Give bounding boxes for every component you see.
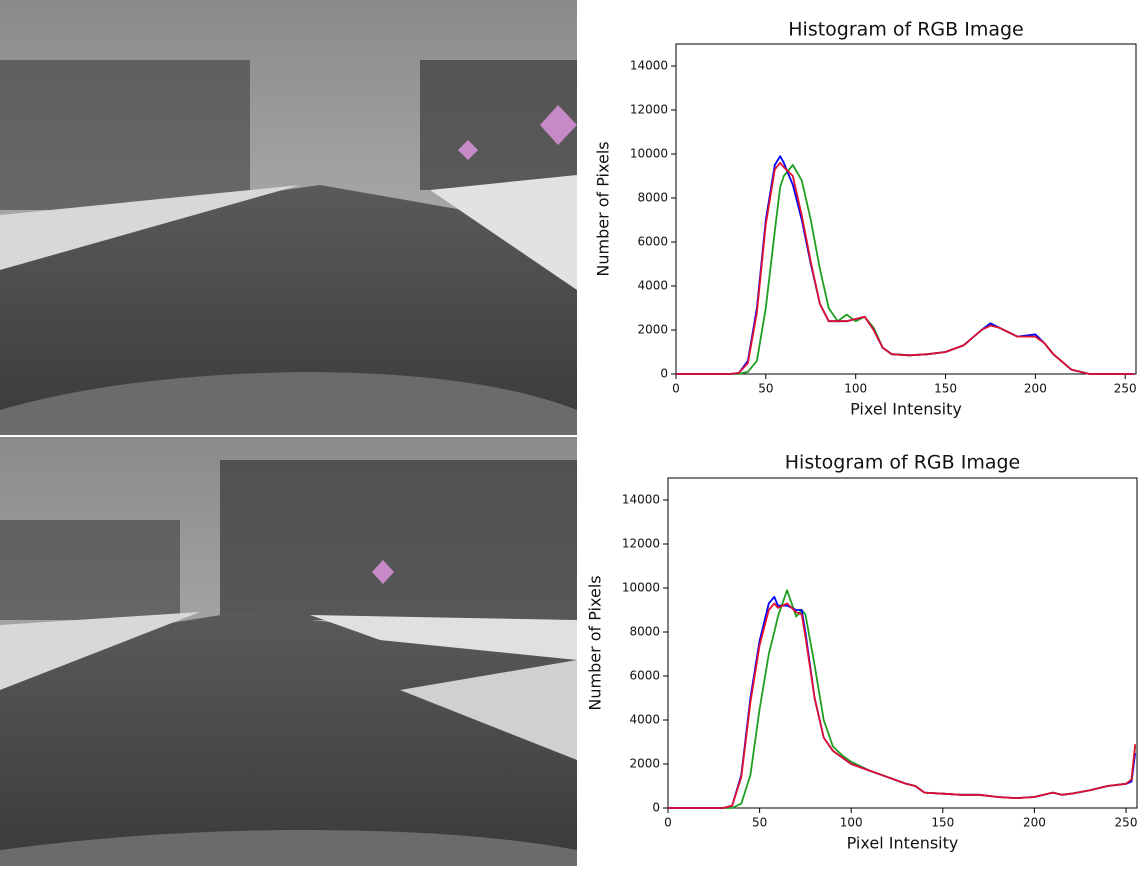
- x-axis-label: Pixel Intensity: [850, 400, 962, 419]
- y-tick-label: 14000: [622, 493, 660, 507]
- x-tick-label: 250: [1114, 382, 1137, 396]
- y-tick-label: 6000: [629, 669, 660, 683]
- y-tick-label: 14000: [630, 59, 668, 73]
- y-tick-label: 10000: [622, 581, 660, 595]
- x-tick-label: 0: [672, 382, 680, 396]
- photo-top: [0, 0, 577, 435]
- y-axis-label: Number of Pixels: [586, 575, 605, 710]
- histogram-line: [668, 602, 1137, 809]
- y-tick-label: 6000: [637, 235, 668, 249]
- x-tick-label: 100: [840, 816, 863, 830]
- y-tick-label: 2000: [629, 757, 660, 771]
- y-tick-label: 12000: [630, 103, 668, 117]
- x-tick-label: 250: [1115, 816, 1138, 830]
- y-tick-label: 10000: [630, 147, 668, 161]
- y-tick-label: 0: [660, 367, 668, 381]
- y-tick-label: 8000: [637, 191, 668, 205]
- x-tick-label: 150: [931, 816, 954, 830]
- plot-frame: [667, 477, 1138, 809]
- photo-bottom: [0, 437, 577, 866]
- x-tick-label: 50: [752, 816, 767, 830]
- x-tick-label: 150: [934, 382, 957, 396]
- x-axis-label: Pixel Intensity: [847, 834, 959, 853]
- x-tick-label: 200: [1023, 816, 1046, 830]
- chart-title: Histogram of RGB Image: [785, 452, 1020, 474]
- y-tick-label: 12000: [622, 537, 660, 551]
- y-axis-label: Number of Pixels: [594, 141, 613, 276]
- plot-frame: [675, 43, 1137, 375]
- y-tick-label: 0: [652, 801, 660, 815]
- y-tick-label: 4000: [629, 713, 660, 727]
- x-tick-label: 100: [844, 382, 867, 396]
- x-tick-label: 200: [1024, 382, 1047, 396]
- chart-title: Histogram of RGB Image: [788, 19, 1023, 41]
- histogram-line: [676, 161, 1135, 375]
- x-tick-label: 50: [758, 382, 773, 396]
- y-tick-label: 4000: [637, 279, 668, 293]
- y-tick-label: 2000: [637, 323, 668, 337]
- x-tick-label: 0: [664, 816, 672, 830]
- y-tick-label: 8000: [629, 625, 660, 639]
